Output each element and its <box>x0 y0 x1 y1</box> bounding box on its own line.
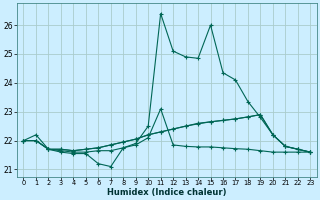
X-axis label: Humidex (Indice chaleur): Humidex (Indice chaleur) <box>107 188 227 197</box>
